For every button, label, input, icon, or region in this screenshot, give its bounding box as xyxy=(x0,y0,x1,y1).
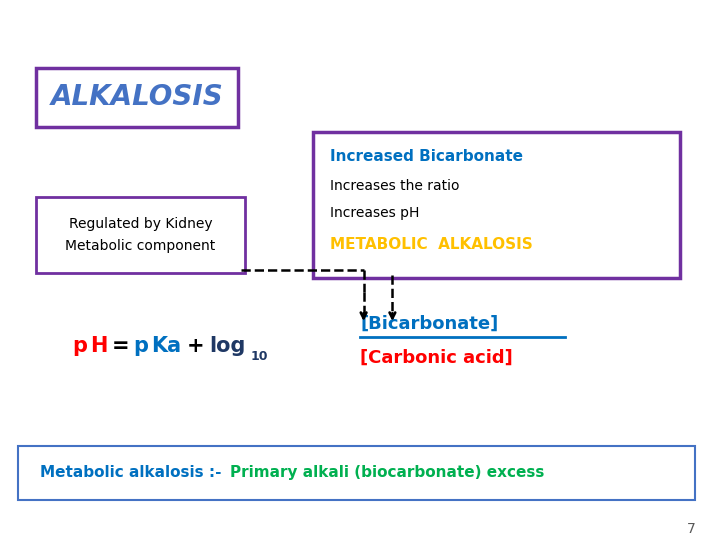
Text: Increases pH: Increases pH xyxy=(330,206,419,220)
Text: Primary alkali (biocarbonate) excess: Primary alkali (biocarbonate) excess xyxy=(230,465,544,480)
Text: Increases the ratio: Increases the ratio xyxy=(330,179,459,193)
FancyBboxPatch shape xyxy=(18,446,695,500)
Text: +: + xyxy=(187,335,204,356)
Text: log: log xyxy=(209,335,246,356)
Text: [Bicarbonate]: [Bicarbonate] xyxy=(360,315,498,333)
Text: Metabolic alkalosis :-: Metabolic alkalosis :- xyxy=(40,465,226,480)
Text: ALKALOSIS: ALKALOSIS xyxy=(50,83,223,111)
Text: Regulated by Kidney
Metabolic component: Regulated by Kidney Metabolic component xyxy=(66,217,215,253)
Text: Ka: Ka xyxy=(151,335,181,356)
Text: p: p xyxy=(72,335,87,356)
Text: =: = xyxy=(112,335,129,356)
Text: METABOLIC  ALKALOSIS: METABOLIC ALKALOSIS xyxy=(330,237,533,252)
FancyBboxPatch shape xyxy=(36,68,238,127)
Text: p: p xyxy=(133,335,148,356)
Text: Increased Bicarbonate: Increased Bicarbonate xyxy=(330,149,523,164)
FancyBboxPatch shape xyxy=(36,197,245,273)
Text: [Carbonic acid]: [Carbonic acid] xyxy=(360,348,513,367)
Text: 7: 7 xyxy=(687,522,696,536)
Text: 10: 10 xyxy=(251,350,268,363)
Text: H: H xyxy=(90,335,107,356)
FancyBboxPatch shape xyxy=(313,132,680,278)
